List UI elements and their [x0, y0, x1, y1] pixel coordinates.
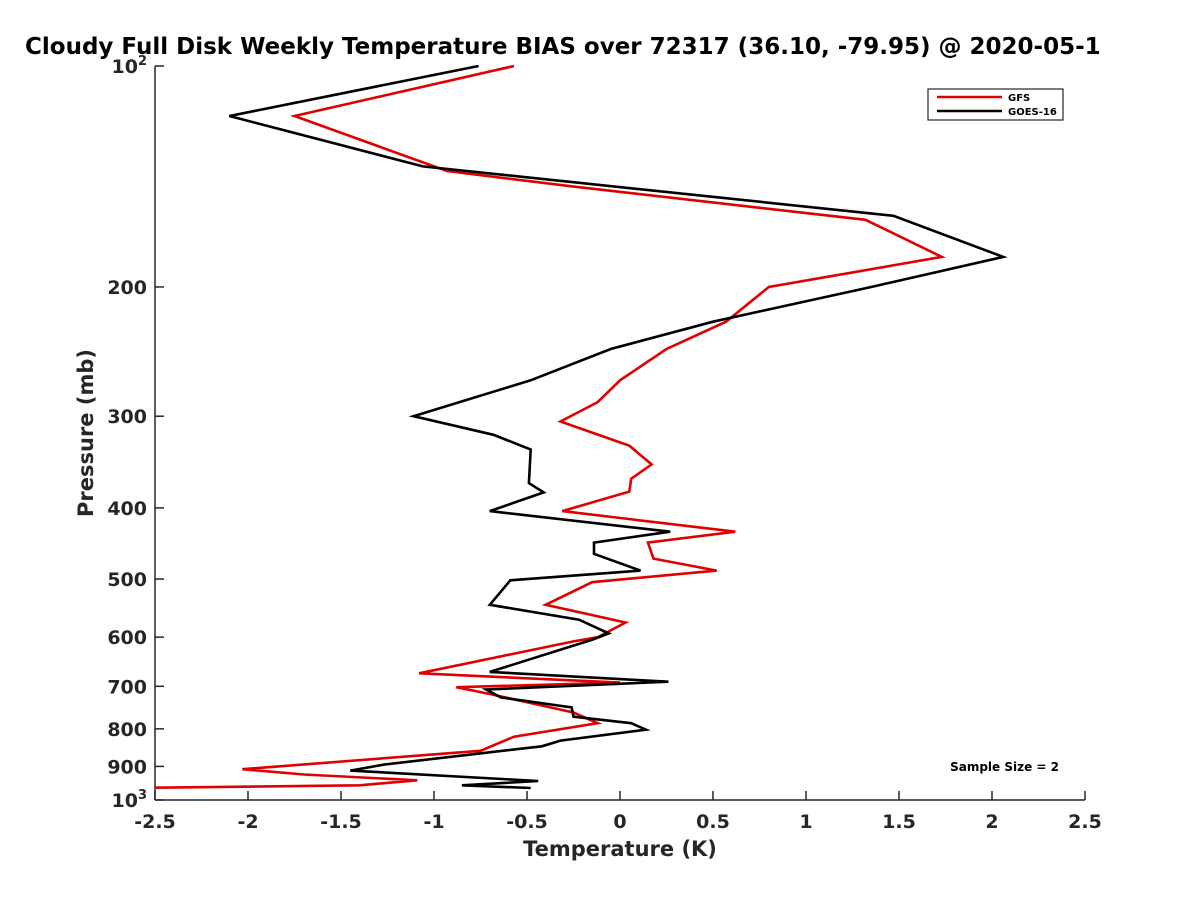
x-tick-label: -1.5 [320, 811, 362, 833]
legend-label: GFS [1008, 93, 1030, 104]
y-tick-label-base: 10 [112, 790, 138, 812]
x-tick-label: 1.5 [882, 811, 916, 833]
y-tick-label-base: 300 [107, 406, 147, 428]
y-axis-label: Pressure (mb) [74, 349, 98, 517]
x-axis-label: Temperature (K) [523, 837, 717, 861]
y-tick-label-base: 600 [107, 627, 147, 649]
y-tick-label: 900 [107, 756, 147, 778]
x-tick-label: 2 [985, 811, 998, 833]
y-tick-label: 600 [107, 627, 147, 649]
x-tick-label: -2.5 [134, 811, 176, 833]
y-tick-label: 300 [107, 406, 147, 428]
chart-title: Cloudy Full Disk Weekly Temperature BIAS… [25, 34, 1101, 60]
y-tick-label: 102 [112, 54, 148, 78]
legend: GFS GOES-16 [927, 88, 1064, 121]
x-tick-label: 1 [799, 811, 812, 833]
y-tick-label-base: 200 [107, 277, 147, 299]
legend-label: GOES-16 [1008, 107, 1057, 118]
y-tick-label: 700 [107, 676, 147, 698]
x-tick-label: -2 [237, 811, 258, 833]
series-line-gfs [154, 64, 946, 789]
x-tick-label: 0 [613, 811, 626, 833]
x-tick-label: -0.5 [506, 811, 548, 833]
y-tick-label-base: 10 [112, 56, 138, 78]
legend-box [927, 88, 1064, 121]
y-tick-label: 800 [107, 719, 147, 741]
y-tick-label-base: 900 [107, 756, 147, 778]
y-tick-label: 200 [107, 277, 147, 299]
y-tick-label-base: 700 [107, 676, 147, 698]
y-tick-label-exponent: 3 [138, 788, 147, 803]
series-line-goes-16 [229, 64, 1008, 790]
y-tick-label-exponent: 2 [138, 54, 147, 69]
y-tick-label: 500 [107, 569, 147, 591]
y-tick-label: 400 [107, 498, 147, 520]
x-tick-label: -1 [423, 811, 444, 833]
sample-size-annotation: Sample Size = 2 [950, 760, 1059, 774]
y-tick-label: 103 [112, 788, 148, 812]
x-ticks: -2.5 -2 -1.5 -1 -0.5 0 0.5 1 1.5 2 2.5 [134, 791, 1102, 833]
x-tick-label: 2.5 [1068, 811, 1102, 833]
x-tick-label: 0.5 [696, 811, 730, 833]
y-tick-label-base: 400 [107, 498, 147, 520]
plot-area: -2.5 -2 -1.5 -1 -0.5 0 0.5 1 1.5 2 2.5 10220030040… [107, 54, 1102, 833]
series-lines [154, 64, 1008, 790]
y-tick-label-base: 800 [107, 719, 147, 741]
y-tick-label-base: 500 [107, 569, 147, 591]
